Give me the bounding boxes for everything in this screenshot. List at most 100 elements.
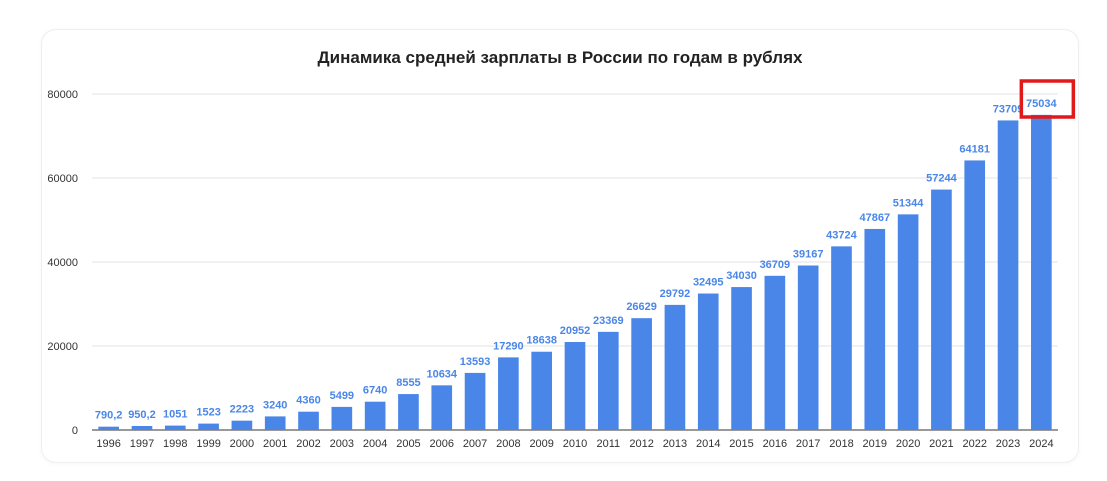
x-tick-label-2003: 2003: [330, 438, 354, 450]
data-label-2003: 5499: [330, 390, 354, 402]
x-tick-label-2010: 2010: [563, 438, 587, 450]
x-tick-label-2019: 2019: [863, 438, 887, 450]
data-label-2017: 39167: [793, 248, 824, 260]
bar-2008: [498, 357, 519, 430]
bar-1997: [131, 426, 153, 430]
data-label-2005: 8555: [396, 377, 420, 389]
bar-2007: [464, 372, 486, 430]
bar-2015: [731, 287, 752, 430]
bar-2017: [797, 265, 819, 430]
bar-2006: [431, 385, 453, 430]
data-label-2000: 2223: [230, 404, 254, 416]
x-tick-label-2004: 2004: [363, 438, 387, 450]
x-tick-label-2001: 2001: [263, 438, 287, 450]
bar-1999: [198, 423, 219, 430]
x-tick-label-2006: 2006: [430, 438, 454, 450]
data-label-2014: 32495: [693, 277, 724, 289]
data-label-2016: 36709: [760, 259, 791, 271]
data-label-2015: 34030: [726, 270, 757, 282]
chart-title: Динамика средней зарплаты в России по го…: [317, 48, 803, 67]
bar-2009: [531, 351, 553, 430]
bar-2021: [931, 189, 952, 430]
y-tick-label: 0: [72, 425, 78, 437]
x-axis: 1996 1997 1998 1999 2000 2001 2002 2003 2004 2005…: [96, 438, 1053, 450]
x-tick-label-2009: 2009: [529, 438, 553, 450]
x-tick-label-2016: 2016: [763, 438, 787, 450]
data-label-2020: 51344: [893, 197, 924, 209]
x-tick-label-2014: 2014: [696, 438, 720, 450]
data-label-2007: 13593: [460, 356, 491, 368]
x-tick-label-1998: 1998: [163, 438, 187, 450]
y-tick-label: 80000: [47, 89, 78, 101]
y-tick-label: 20000: [47, 341, 78, 353]
x-tick-label-2017: 2017: [796, 438, 820, 450]
bar-2023: [997, 120, 1019, 430]
data-label-2021: 57244: [926, 173, 957, 185]
x-tick-label-2018: 2018: [829, 438, 853, 450]
bar-2011: [597, 331, 619, 430]
data-labels: 790,2 950,2 1051 1523 2223 3240 4360 5499 6740 85…: [95, 98, 1058, 422]
data-label-2013: 29792: [660, 288, 691, 300]
data-label-2001: 3240: [263, 399, 287, 411]
x-tick-label-2011: 2011: [596, 438, 620, 450]
x-tick-label-2007: 2007: [463, 438, 487, 450]
bar-2001: [264, 416, 286, 430]
bar-2020: [897, 214, 919, 430]
bar-2005: [398, 394, 419, 430]
x-tick-label-2020: 2020: [896, 438, 920, 450]
bar-2016: [764, 275, 786, 430]
bars: [98, 114, 1052, 430]
x-tick-label-1996: 1996: [96, 438, 120, 450]
bar-2000: [231, 420, 253, 430]
x-tick-label-2002: 2002: [296, 438, 320, 450]
y-tick-label: 60000: [47, 173, 78, 185]
x-tick-label-1999: 1999: [196, 438, 220, 450]
data-label-1996: 790,2: [95, 410, 123, 422]
data-label-2004: 6740: [363, 385, 387, 397]
data-label-2008: 17290: [493, 340, 524, 352]
x-tick-label-2012: 2012: [629, 438, 653, 450]
bar-1996: [98, 426, 119, 430]
data-label-2018: 43724: [826, 229, 857, 241]
x-tick-label-2023: 2023: [996, 438, 1020, 450]
bar-2018: [831, 246, 852, 430]
bar-2014: [697, 293, 719, 430]
bar-2024: [1031, 114, 1052, 430]
x-tick-label-2008: 2008: [496, 438, 520, 450]
x-tick-label-1997: 1997: [130, 438, 154, 450]
bar-2002: [298, 411, 319, 430]
data-label-2011: 23369: [593, 315, 624, 327]
bar-2004: [364, 401, 386, 430]
data-label-2012: 26629: [626, 301, 657, 313]
bar-2010: [564, 342, 586, 430]
bar-2013: [664, 304, 686, 430]
x-tick-label-2021: 2021: [929, 438, 953, 450]
highlight-box-layer: [1019, 79, 1076, 119]
bar-2012: [631, 318, 652, 430]
data-label-2002: 4360: [296, 395, 320, 407]
bar-2022: [964, 160, 986, 430]
x-tick-label-2022: 2022: [962, 438, 986, 450]
x-tick-label-2013: 2013: [663, 438, 687, 450]
bar-1998: [164, 425, 186, 430]
y-axis: 0 20000 40000 60000 80000: [47, 89, 78, 437]
data-label-1998: 1051: [163, 409, 187, 421]
data-label-2019: 47867: [859, 212, 890, 224]
bar-2003: [331, 406, 353, 430]
data-label-2022: 64181: [959, 143, 990, 155]
data-label-2009: 18638: [526, 335, 557, 347]
data-label-1999: 1523: [196, 407, 220, 419]
x-tick-label-2000: 2000: [230, 438, 254, 450]
data-label-2010: 20952: [560, 325, 591, 337]
x-tick-label-2024: 2024: [1029, 438, 1053, 450]
data-label-1997: 950,2: [128, 409, 156, 421]
data-label-2023: 73709: [993, 103, 1024, 115]
data-label-2024: 75034: [1026, 98, 1057, 110]
highlight-box: [1019, 79, 1076, 119]
x-tick-label-2005: 2005: [396, 438, 420, 450]
y-tick-label: 40000: [47, 257, 78, 269]
data-label-2006: 10634: [426, 368, 457, 380]
bar-2019: [864, 228, 886, 430]
x-tick-label-2015: 2015: [729, 438, 753, 450]
